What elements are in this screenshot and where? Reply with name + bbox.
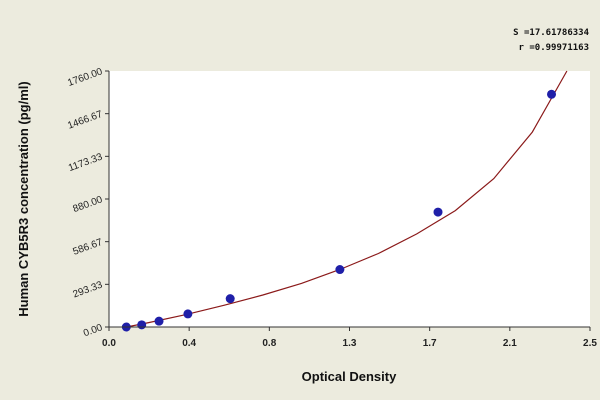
y-tick-label: 293.33: [72, 279, 105, 300]
data-point-8: [547, 89, 557, 99]
data-point-2: [137, 320, 147, 330]
y-tick-label: 586.67: [72, 237, 105, 258]
plot-area: [109, 71, 590, 327]
stat-s-label: S =17.61786334: [513, 28, 589, 38]
y-axis-title: Human CYB5R3 concentration (pg/ml): [16, 81, 31, 316]
x-tick-label: 0.4: [182, 338, 196, 349]
y-tick-label: 1760.00: [66, 66, 104, 89]
data-point-7: [433, 207, 443, 217]
stat-r-label: r =0.99971163: [519, 43, 589, 53]
y-tick-label: 880.00: [72, 194, 105, 215]
x-tick-label: 2.5: [583, 338, 597, 349]
y-tick-label: 0.00: [82, 322, 104, 339]
data-point-3: [154, 316, 164, 326]
x-axis-title: Optical Density: [302, 369, 397, 384]
x-tick-label: 1.3: [343, 338, 357, 349]
data-point-6: [335, 265, 345, 275]
x-tick-label: 0.0: [102, 338, 116, 349]
data-point-5: [225, 294, 235, 304]
y-tick-label: 1466.67: [66, 109, 104, 132]
x-tick-label: 1.7: [423, 338, 437, 349]
x-tick-label: 2.1: [503, 338, 517, 349]
y-tick-label: 1173.33: [67, 151, 104, 174]
x-tick-label: 0.8: [262, 338, 276, 349]
data-point-4: [183, 309, 193, 319]
